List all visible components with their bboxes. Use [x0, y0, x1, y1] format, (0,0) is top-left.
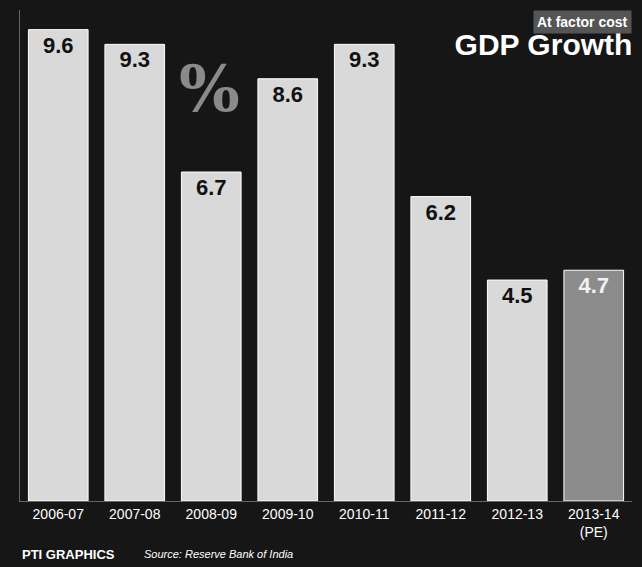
svg-text:2009-10: 2009-10	[262, 506, 314, 522]
svg-text:2012-13: 2012-13	[492, 506, 544, 522]
svg-text:9.3: 9.3	[119, 47, 150, 72]
svg-text:4.7: 4.7	[578, 273, 609, 298]
svg-text:2006-07: 2006-07	[33, 506, 85, 522]
svg-text:%: %	[179, 51, 240, 126]
svg-text:2011-12: 2011-12	[416, 506, 467, 522]
svg-text:9.6: 9.6	[43, 33, 74, 58]
svg-text:6.2: 6.2	[425, 200, 456, 225]
svg-text:9.3: 9.3	[349, 47, 380, 72]
svg-text:Source: Reserve Bank of India: Source: Reserve Bank of India	[144, 548, 293, 560]
svg-text:6.7: 6.7	[196, 175, 227, 200]
svg-text:4.5: 4.5	[502, 283, 533, 308]
svg-text:2007-08: 2007-08	[109, 506, 161, 522]
svg-text:GDP Growth: GDP Growth	[455, 28, 633, 61]
svg-text:2008-09: 2008-09	[186, 506, 238, 522]
svg-text:2013-14(PE): 2013-14(PE)	[568, 506, 620, 540]
svg-text:At factor cost: At factor cost	[537, 14, 628, 30]
svg-text:PTI GRAPHICS: PTI GRAPHICS	[22, 547, 115, 562]
svg-text:8.6: 8.6	[272, 82, 303, 107]
svg-text:2010-11: 2010-11	[339, 506, 390, 522]
